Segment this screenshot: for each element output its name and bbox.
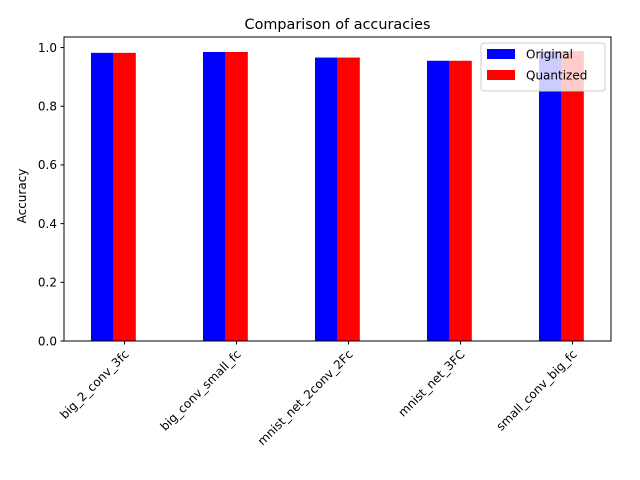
legend: Original Quantized	[480, 42, 606, 92]
legend-label-quantized: Quantized	[526, 69, 587, 83]
plot-frame	[63, 36, 612, 342]
y-axis: 0.0 0.2 0.4 0.6 0.8 1.0	[38, 41, 64, 348]
y-tick-label: 0.6	[38, 158, 57, 172]
chart-title: Comparison of accuracies	[245, 17, 431, 33]
legend-label-original: Original	[526, 48, 573, 62]
y-tick-label: 0.4	[38, 217, 57, 231]
y-tick-label: 0.0	[38, 334, 57, 348]
bar-original-0	[91, 52, 114, 342]
legend-swatch-original	[487, 49, 515, 59]
bar-quantized-2	[337, 57, 360, 342]
bar-quantized-0	[113, 52, 136, 342]
y-tick-label: 0.2	[38, 276, 57, 290]
y-axis-label: Accuracy	[15, 169, 29, 224]
bar-original-1	[203, 51, 226, 342]
bar-original-3	[427, 60, 450, 341]
bar-original-2	[315, 57, 338, 342]
y-tick-label: 0.8	[38, 100, 57, 114]
bar-quantized-4	[561, 51, 584, 342]
legend-swatch-quantized	[487, 70, 515, 80]
bar-quantized-3	[449, 60, 472, 341]
bars-group	[91, 51, 584, 342]
y-tick-label: 1.0	[38, 41, 57, 55]
bar-original-4	[539, 51, 562, 342]
bar-quantized-1	[225, 51, 248, 342]
